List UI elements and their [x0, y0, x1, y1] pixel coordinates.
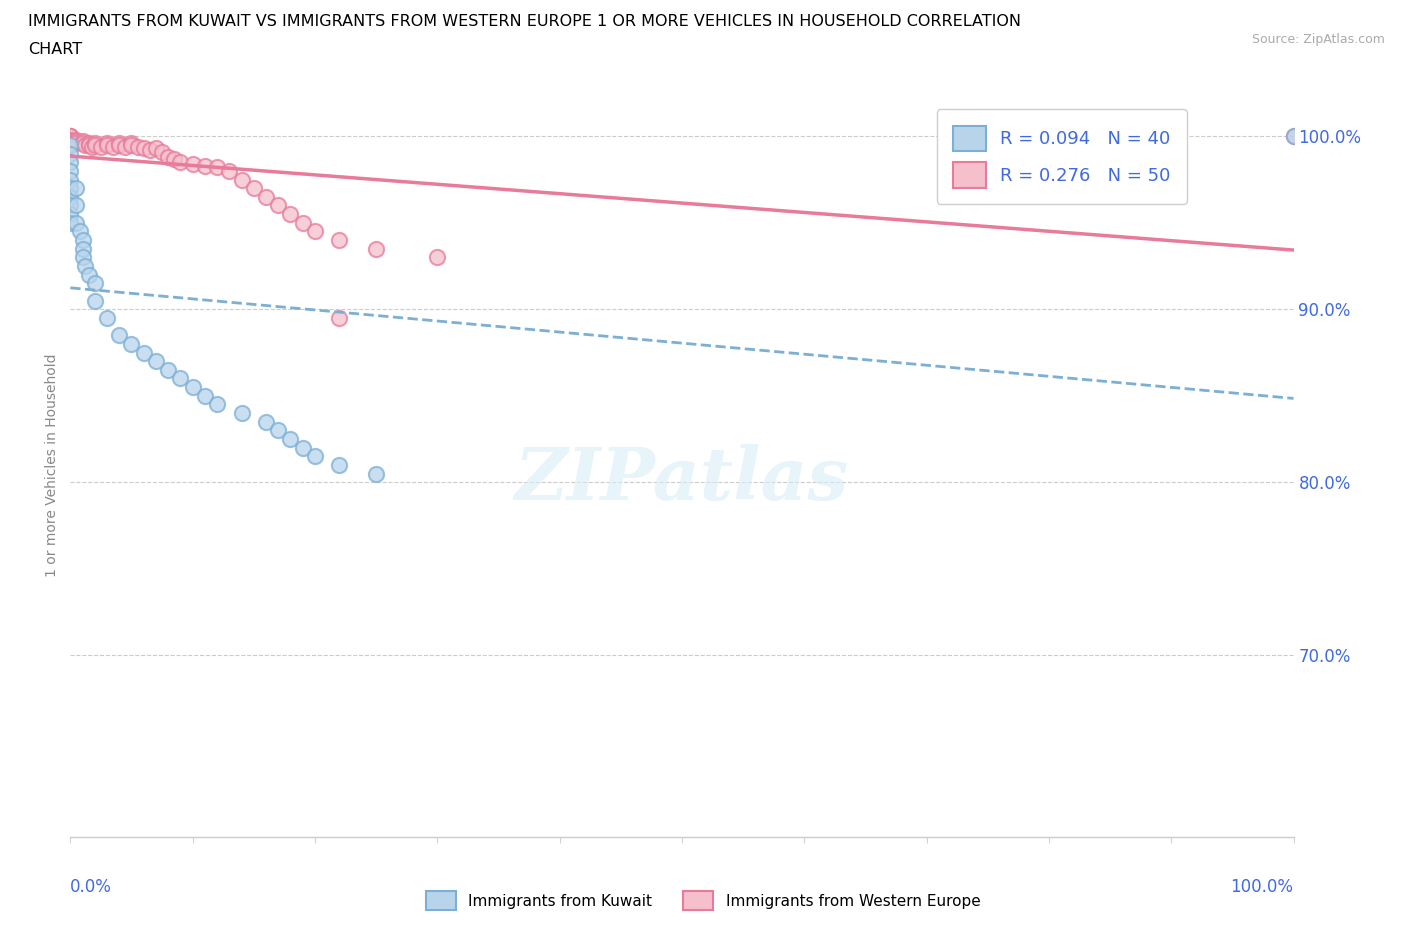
Point: [139, 142, 162, 157]
Point: [65, 132, 87, 147]
Point: [132, 345, 155, 360]
Text: CHART: CHART: [28, 42, 82, 57]
Point: [77, 136, 100, 151]
Point: [72, 134, 94, 149]
Point: [59, 180, 82, 195]
Point: [254, 414, 277, 429]
Point: [267, 423, 290, 438]
Point: [304, 224, 326, 239]
Text: IMMIGRANTS FROM KUWAIT VS IMMIGRANTS FROM WESTERN EUROPE 1 OR MORE VEHICLES IN H: IMMIGRANTS FROM KUWAIT VS IMMIGRANTS FRO…: [28, 14, 1021, 29]
Point: [73, 138, 96, 153]
Point: [73, 259, 96, 273]
Point: [157, 363, 180, 378]
Point: [83, 276, 105, 291]
Point: [291, 216, 314, 231]
Point: [96, 138, 118, 153]
Point: [194, 389, 217, 404]
Point: [59, 164, 82, 179]
Point: [59, 138, 82, 153]
Point: [59, 190, 82, 205]
Point: [243, 180, 266, 195]
Point: [280, 432, 302, 446]
Point: [59, 138, 82, 153]
Point: [69, 224, 91, 239]
Legend: Immigrants from Kuwait, Immigrants from Western Europe: Immigrants from Kuwait, Immigrants from …: [418, 884, 988, 918]
Point: [121, 138, 143, 153]
Point: [267, 198, 290, 213]
Point: [77, 138, 100, 153]
Point: [72, 250, 94, 265]
Point: [181, 156, 204, 171]
Point: [72, 136, 94, 151]
Point: [59, 129, 82, 144]
Point: [65, 216, 87, 231]
Point: [59, 154, 82, 169]
Point: [194, 158, 217, 173]
Legend: R = 0.094   N = 40, R = 0.276   N = 50: R = 0.094 N = 40, R = 0.276 N = 50: [936, 110, 1187, 204]
Point: [366, 466, 388, 481]
Point: [59, 216, 82, 231]
Point: [169, 371, 191, 386]
Point: [328, 311, 350, 325]
Point: [254, 190, 277, 205]
Point: [82, 140, 104, 154]
Point: [59, 134, 82, 149]
Point: [328, 458, 350, 472]
Point: [291, 440, 314, 455]
Point: [366, 241, 388, 256]
Point: [96, 136, 118, 151]
Point: [304, 449, 326, 464]
Text: Source: ZipAtlas.com: Source: ZipAtlas.com: [1251, 33, 1385, 46]
Point: [132, 141, 155, 156]
Point: [205, 160, 228, 175]
Point: [77, 267, 100, 282]
Point: [157, 150, 180, 165]
Point: [108, 138, 131, 153]
Point: [426, 250, 449, 265]
Point: [205, 397, 228, 412]
Point: [59, 129, 82, 144]
Point: [108, 136, 131, 151]
Point: [121, 136, 143, 151]
Point: [96, 311, 118, 325]
Point: [72, 241, 94, 256]
Point: [121, 337, 143, 352]
Text: ZIPatlas: ZIPatlas: [515, 445, 849, 515]
Point: [83, 293, 105, 308]
Point: [108, 327, 131, 342]
Point: [231, 405, 253, 420]
Point: [169, 154, 191, 169]
Point: [163, 152, 186, 166]
Point: [145, 353, 167, 368]
Point: [59, 206, 82, 221]
Point: [218, 164, 240, 179]
Text: 100.0%: 100.0%: [1230, 878, 1294, 896]
Point: [150, 144, 173, 159]
Point: [65, 198, 87, 213]
Point: [231, 172, 253, 187]
Point: [59, 172, 82, 187]
Point: [101, 140, 124, 154]
Point: [65, 180, 87, 195]
Point: [59, 132, 82, 147]
Point: [280, 206, 302, 221]
Point: [328, 232, 350, 247]
Point: [59, 129, 82, 144]
Point: [83, 136, 105, 151]
Point: [1282, 129, 1305, 144]
Y-axis label: 1 or more Vehicles in Household: 1 or more Vehicles in Household: [45, 353, 59, 577]
Point: [1282, 129, 1305, 144]
Point: [114, 140, 136, 154]
Point: [59, 146, 82, 161]
Text: 0.0%: 0.0%: [70, 878, 112, 896]
Point: [90, 140, 112, 154]
Point: [181, 379, 204, 394]
Point: [127, 140, 149, 154]
Point: [72, 232, 94, 247]
Point: [83, 138, 105, 153]
Point: [65, 134, 87, 149]
Point: [145, 141, 167, 156]
Point: [59, 198, 82, 213]
Point: [65, 136, 87, 151]
